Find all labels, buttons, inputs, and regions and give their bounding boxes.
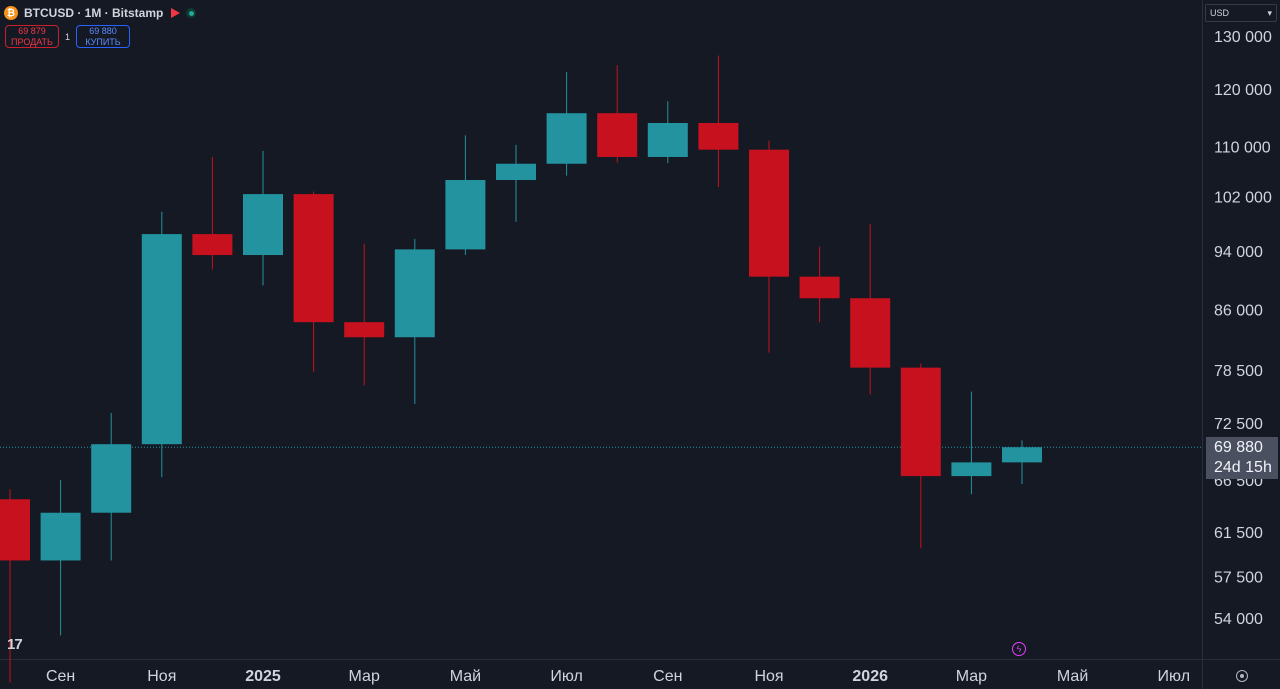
time-tick-label: Мар [349, 668, 380, 685]
candles [0, 55, 1042, 683]
candle [0, 489, 30, 683]
flag-icon[interactable] [171, 8, 181, 18]
buy-label: КУПИТЬ [85, 36, 121, 47]
price-tick-label: 72 500 [1214, 416, 1263, 433]
candle [40, 480, 81, 636]
settings-icon[interactable] [1236, 670, 1248, 682]
currency-select[interactable]: USD ▾ [1205, 4, 1277, 22]
candle-countdown: 24d 15h [1214, 459, 1272, 476]
current-price-label: 69 880 [1214, 439, 1263, 456]
price-tick-label: 86 000 [1214, 303, 1263, 320]
candle-body [951, 462, 992, 477]
candle-body [1002, 447, 1042, 463]
price-tick-label: 61 500 [1214, 525, 1263, 542]
candle-body [597, 113, 638, 157]
candle [192, 156, 233, 270]
candle-body [40, 512, 81, 561]
time-tick-label: Май [450, 668, 481, 685]
time-tick-label: 2026 [852, 668, 888, 685]
candle [647, 101, 688, 164]
trade-panel: 69 879 ПРОДАТЬ 1 69 880 КУПИТЬ [5, 25, 131, 48]
lightning-icon[interactable]: ϟ [1012, 642, 1026, 656]
price-tick-label: 110 000 [1214, 140, 1271, 157]
candle-body [698, 123, 739, 150]
time-tick-label: Май [1057, 668, 1088, 685]
candle-body [900, 367, 941, 477]
candle-body [0, 499, 30, 561]
market-status-icon [186, 8, 197, 18]
candle [141, 211, 182, 478]
candle [850, 223, 891, 395]
candle [900, 363, 941, 549]
currency-value: USD [1210, 8, 1230, 18]
price-tick-label: 54 000 [1214, 611, 1263, 628]
candle [344, 243, 385, 386]
candle-body [799, 276, 840, 299]
price-axis[interactable]: 130 000 120 000 110 000 102 000 94 000 86 000… [1214, 29, 1272, 628]
candle [243, 150, 283, 286]
candle-body [141, 234, 182, 445]
time-tick-label: Июл [550, 668, 582, 685]
buy-button[interactable]: 69 880 КУПИТЬ [76, 25, 131, 48]
sell-label: ПРОДАТЬ [11, 36, 53, 47]
time-tick-label: Сен [46, 668, 75, 685]
candle-body [496, 163, 536, 181]
price-tick-label: 78 500 [1214, 363, 1263, 380]
candle [546, 72, 587, 176]
candle-body [546, 113, 587, 164]
candle [597, 65, 638, 163]
candle-body [344, 322, 385, 338]
candle [293, 191, 334, 372]
candle-body [647, 123, 688, 157]
candle [698, 55, 739, 188]
candle-body [91, 444, 132, 513]
chevron-down-icon: ▾ [1267, 7, 1272, 18]
candle [445, 135, 486, 256]
candle-body [243, 194, 283, 256]
candle [1002, 440, 1042, 485]
spread-value: 1 [65, 31, 71, 42]
candle [749, 140, 789, 353]
time-tick-label: Ноя [147, 668, 176, 685]
candle-body [293, 194, 334, 323]
candle [91, 412, 132, 561]
buy-price: 69 880 [89, 25, 117, 36]
candle-body [445, 180, 486, 250]
time-tick-label: Ноя [754, 668, 783, 685]
time-tick-label: 2025 [245, 668, 281, 685]
candle-body [749, 149, 789, 277]
candle-body [394, 249, 435, 338]
time-tick-label: Мар [956, 668, 987, 685]
symbol-title[interactable]: BTCUSD · 1M · Bitstamp [24, 6, 164, 20]
candle [799, 246, 840, 323]
price-tick-label: 102 000 [1214, 190, 1272, 207]
sell-button[interactable]: 69 879 ПРОДАТЬ [5, 25, 59, 48]
tradingview-logo-icon[interactable]: 17 [7, 636, 23, 653]
bitcoin-icon: ₿ [4, 6, 18, 20]
time-tick-label: Сен [653, 668, 682, 685]
symbol-header[interactable]: ₿ BTCUSD · 1M · Bitstamp [4, 4, 197, 22]
candle-body [192, 234, 233, 256]
current-price-badge: 69 880 24d 15h [1206, 437, 1278, 479]
candle-body [850, 298, 891, 368]
time-tick-label: Июл [1158, 668, 1190, 685]
candle [951, 391, 992, 495]
price-tick-label: 130 000 [1214, 29, 1272, 46]
price-tick-label: 94 000 [1214, 244, 1263, 261]
price-tick-label: 120 000 [1214, 82, 1272, 99]
time-axis[interactable]: Сен Ноя 2025 Мар Май Июл Сен Ноя 2026 Мар Май Июл [46, 668, 1190, 685]
price-tick-label: 57 500 [1214, 569, 1263, 586]
candle [394, 238, 435, 404]
sell-price: 69 879 [18, 25, 46, 36]
candle [496, 144, 536, 222]
